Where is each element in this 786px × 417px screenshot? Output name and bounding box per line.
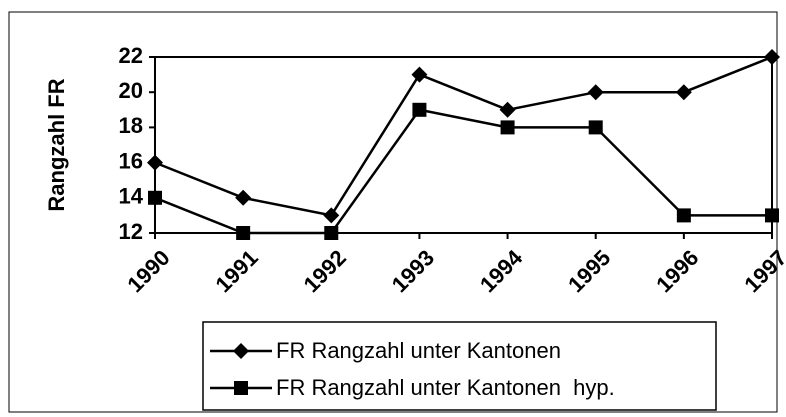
- marker: [234, 381, 248, 395]
- legend-box: [202, 321, 717, 411]
- marker: [499, 101, 516, 118]
- marker: [764, 49, 780, 65]
- marker: [148, 190, 162, 205]
- x-tick-label: 1993: [387, 245, 439, 297]
- marker: [235, 189, 252, 206]
- marker: [765, 208, 779, 223]
- y-tick-label: 22: [119, 43, 143, 68]
- y-tick-label: 20: [119, 78, 143, 103]
- y-axis-label: Rangzahl FR: [44, 78, 69, 211]
- x-tick-label: 1990: [122, 245, 174, 297]
- x-tick-label: 1997: [739, 245, 786, 297]
- marker: [323, 207, 340, 224]
- marker: [236, 226, 251, 240]
- y-tick-label: 18: [119, 113, 143, 138]
- marker: [587, 84, 604, 101]
- marker: [411, 66, 428, 83]
- marker: [588, 120, 603, 135]
- y-tick-label: 14: [119, 184, 144, 209]
- x-tick-label: 1995: [563, 245, 615, 297]
- marker: [233, 343, 249, 359]
- x-tick-label: 1996: [651, 245, 703, 297]
- plot-area: [154, 56, 773, 234]
- x-tick-label: 1991: [210, 245, 262, 297]
- series-line: [154, 108, 772, 235]
- marker: [147, 154, 163, 171]
- legend-entry: FR Rangzahl unter Kantonen: [276, 338, 561, 363]
- marker: [324, 226, 339, 240]
- series-line: [154, 55, 773, 217]
- y-tick-label: 12: [119, 219, 143, 244]
- marker: [675, 84, 692, 101]
- marker: [412, 102, 427, 117]
- x-tick-label: 1992: [299, 245, 351, 297]
- x-tick-label: 1994: [475, 244, 528, 297]
- legend-entry: FR Rangzahl unter Kantonen hyp.: [276, 375, 615, 400]
- marker: [500, 120, 515, 135]
- y-tick-label: 16: [119, 148, 143, 173]
- marker: [676, 208, 691, 223]
